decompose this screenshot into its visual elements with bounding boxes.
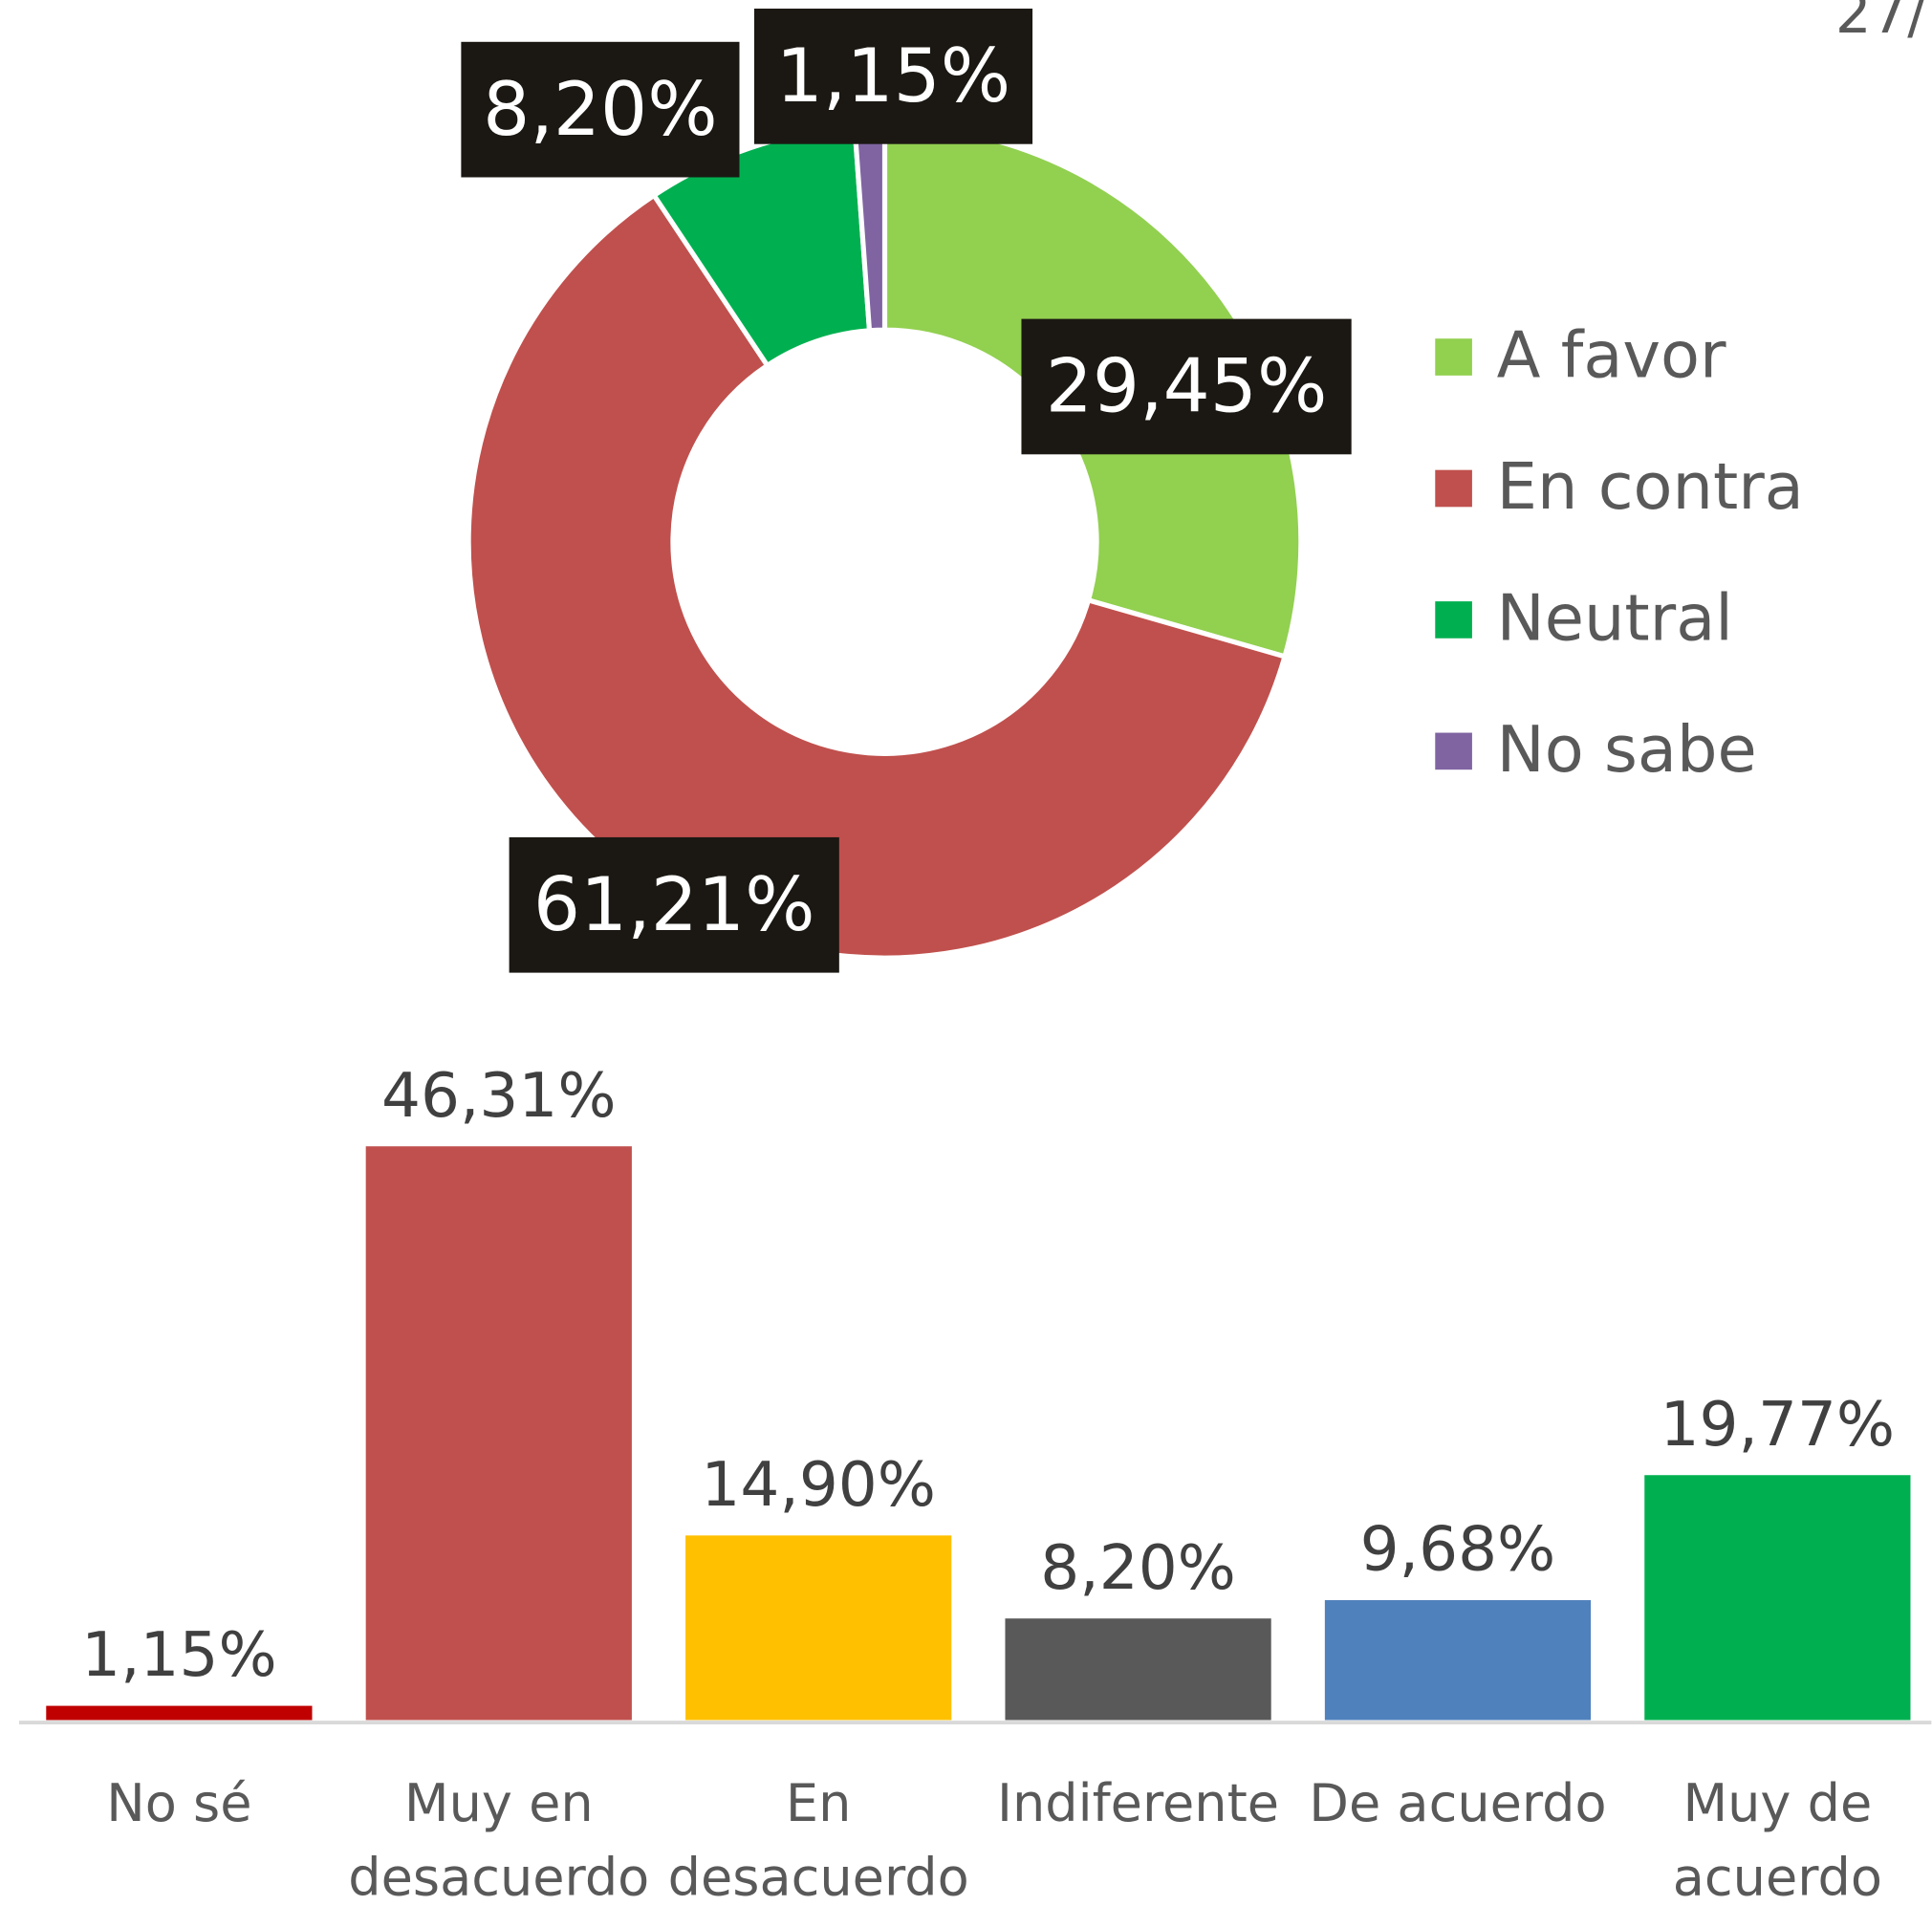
legend-label: A favor	[1497, 318, 1726, 393]
data-label: 1,15%	[81, 1619, 277, 1691]
x-tick-label: De acuerdo	[1309, 1772, 1607, 1834]
legend-swatch	[1435, 732, 1472, 770]
data-label: 29,45%	[1046, 344, 1328, 430]
bar	[1324, 1600, 1592, 1721]
page-number: 27/	[1835, 0, 1926, 46]
data-label: 8,20%	[483, 67, 717, 153]
data-label-box	[461, 41, 740, 178]
data-label: 1,15%	[776, 33, 1010, 119]
x-tick-label: Muy de acuerdo	[1672, 1772, 1882, 1906]
data-label: 46,31%	[381, 1060, 617, 1132]
x-tick-label: Indiferente	[997, 1772, 1280, 1834]
data-label: 8,20%	[1040, 1532, 1236, 1604]
legend-label: En contra	[1497, 449, 1804, 524]
data-label: 9,68%	[1360, 1514, 1556, 1586]
bar	[365, 1146, 632, 1721]
x-tick-label-box: Muy de acuerdo	[1672, 1772, 1882, 1906]
data-label-box	[753, 9, 1033, 144]
data-label: 61,21%	[533, 862, 815, 948]
x-tick-label: En desacuerdo	[667, 1772, 969, 1906]
bar	[46, 1705, 313, 1721]
data-label: 14,90%	[701, 1449, 936, 1521]
legend-swatch	[1435, 601, 1472, 639]
x-tick-label-box: No sé	[106, 1772, 252, 1834]
bar	[1644, 1475, 1911, 1721]
legend-swatch	[1435, 338, 1472, 376]
data-label-box	[1021, 318, 1352, 455]
legend-label: No sabe	[1497, 712, 1757, 787]
donut-slice	[466, 191, 1289, 961]
x-tick-label: No sé	[106, 1772, 252, 1834]
x-tick-label-box: De acuerdo	[1309, 1772, 1607, 1834]
legend-swatch	[1435, 469, 1472, 508]
bar	[685, 1535, 952, 1721]
x-tick-label-box: En desacuerdo	[667, 1772, 969, 1906]
legend-label: Neutral	[1497, 581, 1733, 656]
data-label-box	[509, 836, 839, 973]
x-tick-label: Muy en desacuerdo	[348, 1772, 650, 1906]
x-tick-label-box: Indiferente	[997, 1772, 1280, 1834]
data-label: 19,77%	[1661, 1389, 1896, 1461]
x-tick-label-box: Muy en desacuerdo	[348, 1772, 650, 1906]
bar	[1005, 1618, 1271, 1721]
